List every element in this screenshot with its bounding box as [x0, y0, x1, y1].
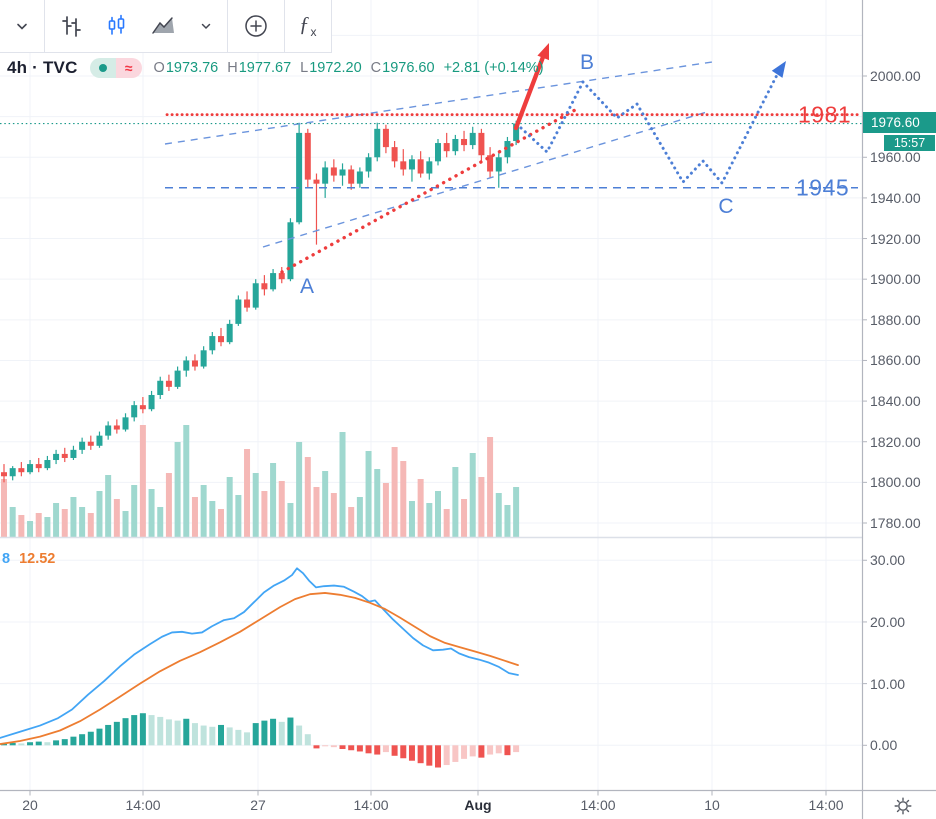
low-value: 1972.20	[309, 60, 362, 76]
time-tick-label: Aug	[464, 797, 492, 813]
candles-chart-type-icon[interactable]	[101, 10, 133, 42]
impulse-arrow-shaft	[513, 54, 546, 131]
bar-countdown-badge: 15:57	[884, 135, 935, 151]
price-tick-label: 1920.00	[870, 230, 921, 247]
dot-icon	[98, 64, 107, 72]
support-price-label[interactable]: 1945	[796, 174, 850, 201]
price-tick-label: 1880.00	[870, 311, 921, 328]
oscillator-tick-label: 10.00	[870, 675, 906, 692]
projection-zigzag	[519, 71, 780, 185]
oscillator-tick-label: 0.00	[870, 737, 898, 754]
wave-label-a: A	[299, 275, 315, 298]
channel-upper-line	[164, 61, 713, 145]
open-prefix: O	[153, 60, 165, 76]
candles-visible-toggle[interactable]	[89, 58, 116, 78]
price-tick-label: 1780.00	[870, 514, 921, 531]
price-tick-label: 1940.00	[870, 189, 921, 206]
oscillator-tick-label: 30.00	[870, 552, 906, 569]
last-price-badge: 1976.60	[863, 112, 936, 133]
toolbar-group-compare	[228, 0, 285, 52]
toolbar-group-indicators: ƒx	[285, 0, 332, 52]
change-value: +2.81 (+0.14%)	[443, 60, 544, 76]
toolbar-group-dropdown	[0, 0, 45, 52]
time-tick-label: 14:00	[580, 797, 616, 813]
close-prefix: C	[370, 60, 382, 76]
volume-layer	[1, 425, 520, 537]
channel-lower-line	[262, 110, 711, 248]
approx-toggle[interactable]: ≈	[115, 58, 142, 78]
price-tick-label: 1840.00	[870, 393, 921, 410]
price-tick-label: 2000.00	[870, 68, 921, 84]
oscillator-tick-label: 20.00	[870, 613, 906, 630]
oscillator-slow-value: 12.52	[19, 551, 56, 567]
symbol-title[interactable]: 4h · TVC	[7, 58, 78, 77]
resistance-price-label[interactable]: 1981	[798, 101, 852, 128]
high-value: 1977.67	[238, 60, 292, 76]
ohlc-values: O 1973.76 H 1977.67 L 1972.20 C 1976.60 +2.8…	[154, 60, 544, 76]
impulse-arrow-head	[537, 43, 549, 61]
indicators-fx-icon[interactable]: ƒx	[299, 11, 317, 40]
time-tick-label: 14:00	[125, 797, 161, 813]
time-tick-label: 27	[250, 797, 266, 813]
oscillator-line-slow	[0, 592, 519, 745]
price-tick-label: 1860.00	[870, 352, 921, 369]
bars-chart-type-icon[interactable]	[55, 10, 87, 42]
approx-icon: ≈	[124, 60, 133, 76]
price-tick-label: 1960.00	[870, 149, 921, 166]
time-tick-label: 14:00	[353, 797, 389, 813]
price-tick-label: 1800.00	[870, 474, 921, 491]
wave-label-b: B	[579, 51, 595, 74]
chart-dropdown-chevron-icon[interactable]	[10, 14, 34, 38]
oscillator-legend: 8 12.52	[2, 551, 55, 567]
bar-countdown-value: 15:57	[893, 136, 926, 150]
area-chart-type-icon[interactable]	[147, 10, 181, 42]
candles-layer	[1, 120, 520, 483]
price-tick-label: 1820.00	[870, 433, 921, 450]
grid-layer	[0, 0, 862, 790]
open-value: 1973.76	[165, 60, 219, 76]
time-tick-label: 14:00	[808, 797, 844, 813]
trend-dotted-line	[280, 108, 577, 274]
time-axis[interactable]: 20 14:00 27 14:00 Aug 14:00 10 14:00	[0, 791, 936, 819]
projection-arrow-head	[771, 61, 786, 78]
time-tick-label: 10	[704, 797, 720, 813]
time-tick-label: 20	[22, 797, 38, 813]
wave-label-c: C	[718, 195, 734, 218]
oscillator-line-fast	[0, 567, 519, 739]
chart-type-chevron-icon[interactable]	[195, 15, 217, 37]
compare-plus-icon[interactable]	[238, 8, 274, 44]
last-price-value: 1976.60	[871, 115, 920, 130]
time-axis-settings-gear-icon[interactable]	[891, 794, 915, 818]
chart-toolbar: ƒx	[0, 0, 332, 53]
low-prefix: L	[300, 60, 309, 76]
price-tick-label: 1900.00	[870, 271, 921, 288]
oscillator-histogram-layer	[1, 713, 520, 768]
series-visibility-pill[interactable]: ≈	[89, 58, 142, 78]
toolbar-group-chart-types	[45, 0, 228, 52]
high-prefix: H	[227, 60, 238, 76]
oscillator-fast-value: 8	[2, 551, 11, 567]
close-value: 1976.60	[382, 60, 435, 76]
